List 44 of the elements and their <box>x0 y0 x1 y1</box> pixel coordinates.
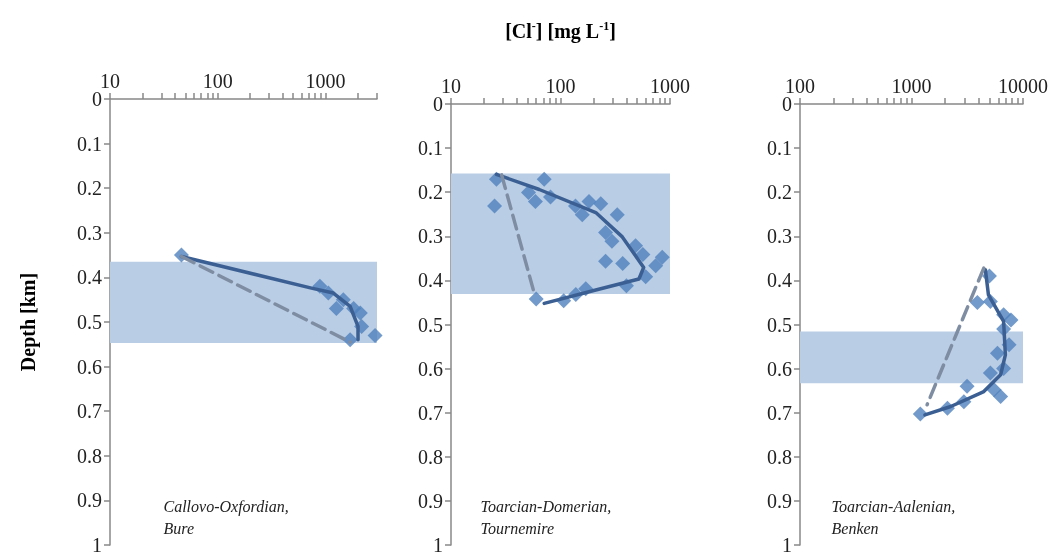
y-tick-label: 0.2 <box>418 181 443 204</box>
y-tick-label: 0.6 <box>77 355 102 378</box>
x-tick-label: 10 <box>100 70 120 92</box>
y-tick-label: 0.9 <box>77 489 102 512</box>
y-tick-label: 0.7 <box>77 400 102 423</box>
y-tick-label: 0.5 <box>77 311 102 333</box>
annotation: Toarcian-Aalenian, Benken <box>831 497 960 537</box>
y-tick-label: 0.4 <box>767 269 792 292</box>
y-tick-label: 0.8 <box>767 445 792 468</box>
y-tick-label: 0.1 <box>77 132 102 155</box>
y-tick-label: 0.8 <box>418 445 443 468</box>
y-tick-label: 1 <box>92 534 102 555</box>
x-tick-label: 1000 <box>650 75 690 97</box>
y-tick-label: 0.1 <box>418 137 443 160</box>
y-tick-label: 0.9 <box>418 489 443 512</box>
y-axis-title: Depth [km] <box>17 272 40 372</box>
x-tick-label: 10000 <box>998 75 1048 97</box>
y-tick-label: 1 <box>433 534 443 555</box>
y-tick-label: 0.9 <box>767 489 792 512</box>
x-tick-label: 10 <box>441 75 461 97</box>
y-tick-label: 0.3 <box>418 225 443 248</box>
x-tick-label: 100 <box>545 75 576 97</box>
y-tick-label: 0.3 <box>77 221 102 244</box>
y-tick-label: 0.6 <box>418 357 443 380</box>
y-tick-label: 0.7 <box>767 401 792 424</box>
x-tick-label: 100 <box>202 70 233 92</box>
y-tick-label: 0.6 <box>767 357 792 380</box>
annotation: Toarcian-Domerian, Tournemire <box>480 497 616 537</box>
y-tick-label: 0.5 <box>767 313 792 336</box>
y-tick-label: 0.5 <box>418 313 443 336</box>
annotation: Callovo-Oxfordian, Bure <box>163 497 293 537</box>
y-tick-label: 0.4 <box>418 269 443 292</box>
y-tick-label: 0 <box>92 88 102 110</box>
y-tick-label: 0.3 <box>767 225 792 248</box>
x-tick-label: 1000 <box>305 70 346 92</box>
y-tick-label: 0.8 <box>77 444 102 467</box>
y-tick-label: 0.2 <box>767 181 792 204</box>
y-tick-label: 0.2 <box>77 177 102 200</box>
y-tick-label: 0.1 <box>767 137 792 160</box>
y-tick-label: 0.7 <box>418 401 443 424</box>
x-tick-label: 1000 <box>891 75 932 97</box>
y-tick-label: 0 <box>433 93 443 115</box>
y-tick-label: 1 <box>782 534 792 555</box>
y-tick-label: 0.4 <box>77 266 102 289</box>
